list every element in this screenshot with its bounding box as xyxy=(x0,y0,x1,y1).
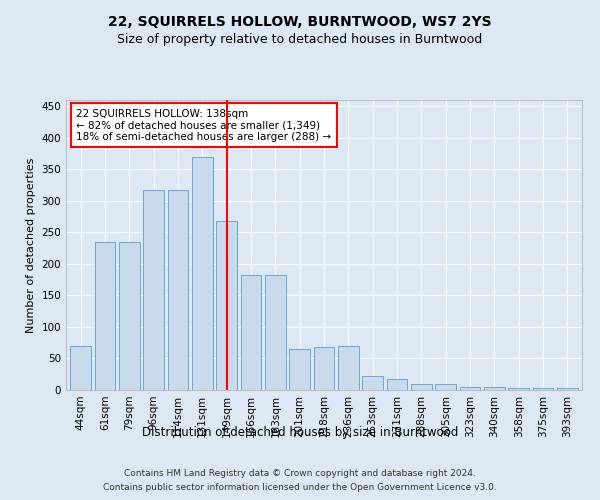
Bar xyxy=(289,349,310,390)
Bar xyxy=(192,156,212,390)
Bar xyxy=(241,276,262,390)
Bar xyxy=(557,388,578,390)
Bar xyxy=(167,190,188,390)
Bar xyxy=(265,276,286,390)
Bar xyxy=(95,242,115,390)
Bar xyxy=(119,242,140,390)
Bar xyxy=(362,376,383,390)
Bar xyxy=(411,384,432,390)
Text: 22, SQUIRRELS HOLLOW, BURNTWOOD, WS7 2YS: 22, SQUIRRELS HOLLOW, BURNTWOOD, WS7 2YS xyxy=(108,15,492,29)
Bar xyxy=(533,388,553,390)
Text: Distribution of detached houses by size in Burntwood: Distribution of detached houses by size … xyxy=(142,426,458,439)
Text: Contains HM Land Registry data © Crown copyright and database right 2024.: Contains HM Land Registry data © Crown c… xyxy=(124,468,476,477)
Text: Size of property relative to detached houses in Burntwood: Size of property relative to detached ho… xyxy=(118,32,482,46)
Text: 22 SQUIRRELS HOLLOW: 138sqm
← 82% of detached houses are smaller (1,349)
18% of : 22 SQUIRRELS HOLLOW: 138sqm ← 82% of det… xyxy=(76,108,331,142)
Bar xyxy=(70,346,91,390)
Bar xyxy=(314,347,334,390)
Bar xyxy=(436,384,456,390)
Text: Contains public sector information licensed under the Open Government Licence v3: Contains public sector information licen… xyxy=(103,484,497,492)
Y-axis label: Number of detached properties: Number of detached properties xyxy=(26,158,36,332)
Bar xyxy=(216,221,237,390)
Bar xyxy=(143,190,164,390)
Bar xyxy=(338,346,359,390)
Bar xyxy=(386,378,407,390)
Bar xyxy=(508,388,529,390)
Bar xyxy=(484,387,505,390)
Bar xyxy=(460,387,481,390)
